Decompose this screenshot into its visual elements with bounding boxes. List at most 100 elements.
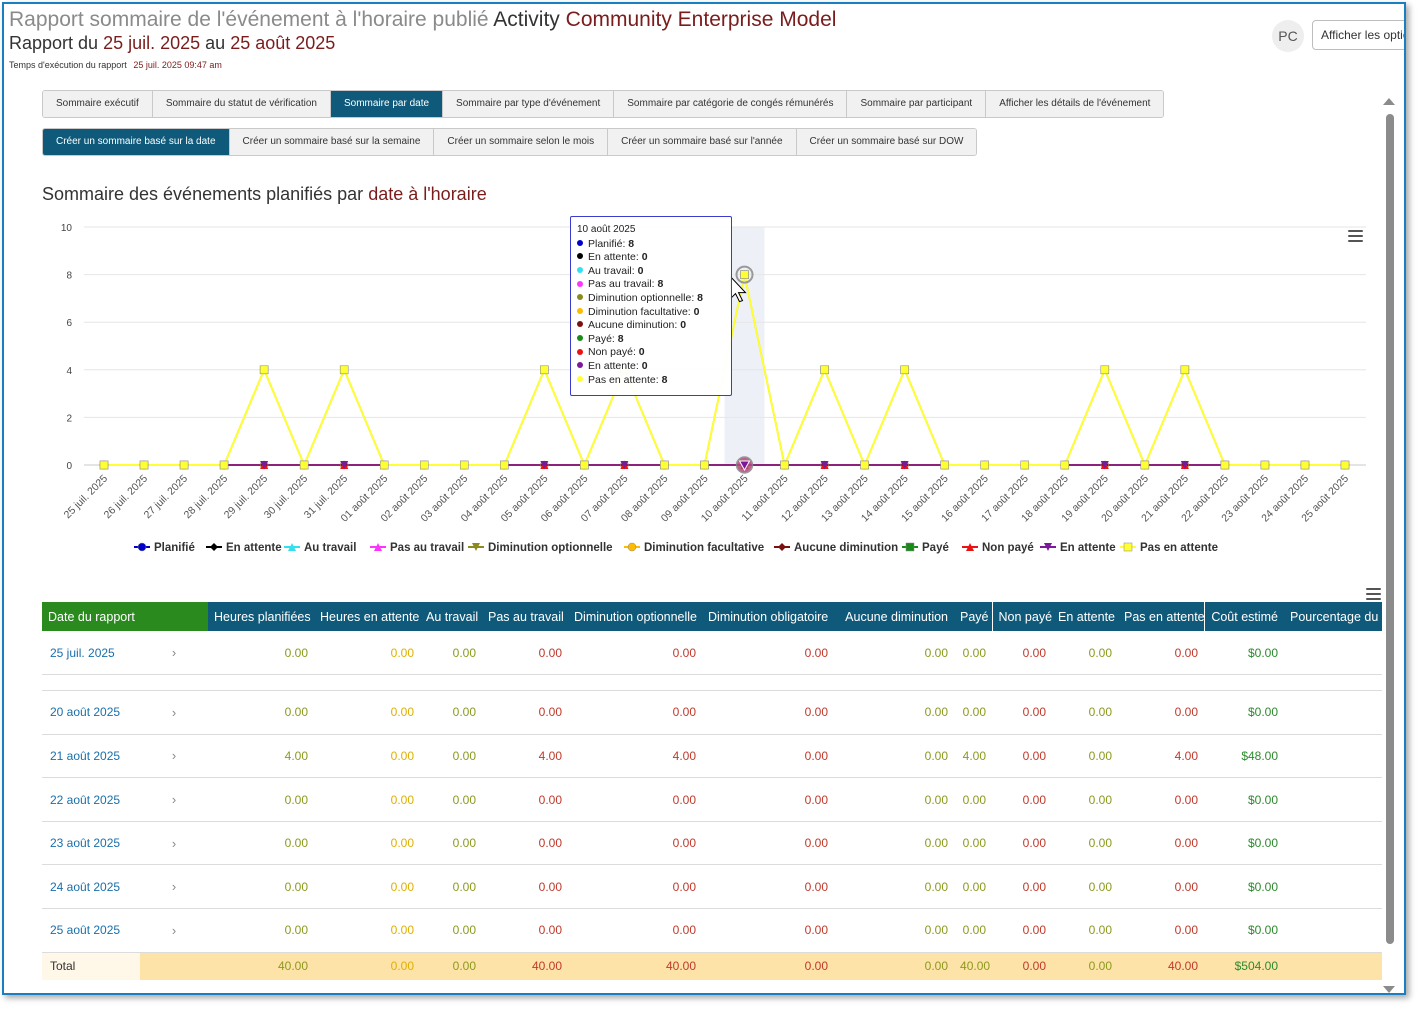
avatar[interactable]: PC [1272, 20, 1304, 52]
series-dot-icon [577, 267, 583, 273]
table-cell: 0.00 [314, 864, 421, 910]
total-cell: 40.00 [1118, 952, 1205, 981]
data-point [580, 460, 589, 470]
tooltip-row: En attente: 0 [577, 360, 725, 374]
tab-sub-4[interactable]: Créer un sommaire basé sur DOW [796, 129, 977, 155]
legend-label[interactable]: Pas en attente [1140, 542, 1218, 554]
y-tick-label: 8 [66, 271, 72, 282]
row-date-link[interactable]: 22 août 2025 [42, 777, 140, 822]
chevron-right-icon[interactable]: › [140, 777, 209, 822]
table-cell: 0.00 [208, 821, 315, 866]
tab-main-0[interactable]: Sommaire exécutif [43, 91, 153, 117]
scroll-up-icon[interactable] [1383, 98, 1395, 105]
tab-main-1[interactable]: Sommaire du statut de vérification [152, 91, 331, 117]
tab-sub-2[interactable]: Créer un sommaire selon le mois [434, 129, 609, 155]
chevron-right-icon[interactable]: › [140, 690, 209, 735]
table-menu-icon[interactable] [1366, 588, 1381, 600]
table-row[interactable]: 23 août 2025 › 0.00 0.00 0.00 0.00 0.00 0.00 0.0… [42, 821, 1383, 866]
legend-label[interactable]: Diminution optionnelle [488, 542, 613, 554]
tooltip-label: Diminution optionnelle: [588, 291, 695, 304]
data-point [820, 365, 829, 375]
column-header[interactable]: Non payé [991, 602, 1053, 631]
row-date-link[interactable]: 25 juil. 2025 [42, 631, 140, 676]
table-cell [1284, 734, 1383, 779]
chevron-right-icon[interactable]: › [140, 821, 209, 866]
tab-sub-0[interactable]: Créer un sommaire basé sur la date [43, 129, 230, 155]
table-row[interactable]: 25 août 2025 › 0.00 0.00 0.00 0.00 0.00 0.00 0.0… [42, 908, 1383, 953]
table-row[interactable]: 21 août 2025 › 4.00 0.00 0.00 4.00 4.00 0.00 0.0… [42, 734, 1383, 779]
table-cell: $0.00 [1204, 690, 1285, 735]
scroll-down-icon[interactable] [1383, 986, 1395, 993]
chevron-right-icon[interactable]: › [140, 864, 209, 910]
data-point [500, 460, 509, 470]
tooltip-label: Planifié: [588, 237, 626, 250]
table-cell: $0.00 [1204, 631, 1285, 676]
series-dot-icon [577, 280, 583, 287]
data-point [339, 365, 349, 375]
tab-main-4[interactable]: Sommaire par catégorie de congés rémunér… [614, 91, 848, 117]
row-date-link[interactable]: 21 août 2025 [42, 734, 140, 779]
legend-label[interactable]: Diminution facultative [644, 542, 764, 554]
column-header[interactable]: Diminution optionnelle [568, 602, 703, 631]
chart-title: Sommaire des événements planifiés par da… [42, 184, 487, 205]
column-header[interactable]: Pourcentage du no [1284, 602, 1383, 631]
legend-marker-icon [472, 543, 480, 551]
tab-main-5[interactable]: Sommaire par participant [847, 91, 987, 117]
column-header[interactable]: Payé [954, 602, 993, 631]
data-point [860, 460, 869, 470]
column-header[interactable]: Date du rapport [42, 602, 209, 631]
legend-label[interactable]: Planifié [154, 542, 195, 554]
table-cell: 0.00 [314, 690, 421, 735]
legend-label[interactable]: En attente [1060, 542, 1116, 554]
legend-label[interactable]: Pas au travail [390, 542, 464, 554]
table-row[interactable]: 22 août 2025 › 0.00 0.00 0.00 0.00 0.00 0.00 0.0… [42, 777, 1383, 822]
show-options-button[interactable]: Afficher les options [1312, 20, 1404, 50]
column-header[interactable]: Heures en attente [314, 602, 421, 631]
table-cell: 0.00 [834, 631, 955, 676]
scroll-thumb[interactable] [1386, 114, 1394, 944]
total-cell [1284, 952, 1383, 981]
chevron-right-icon[interactable]: › [140, 734, 209, 779]
row-date-link[interactable]: 25 août 2025 [42, 908, 140, 953]
legend-label[interactable]: Aucune diminution [794, 542, 898, 554]
column-header[interactable]: En attente [1052, 602, 1119, 631]
row-date-link[interactable]: 23 août 2025 [42, 821, 140, 866]
legend-label[interactable]: Non payé [982, 542, 1034, 554]
chart-menu-icon[interactable] [1348, 230, 1363, 242]
row-date-link[interactable]: 24 août 2025 [42, 864, 140, 910]
tab-main-6[interactable]: Afficher les détails de l'événement [986, 91, 1164, 117]
column-header[interactable]: Coût estimé [1203, 602, 1285, 631]
total-cell: 40.00 [568, 952, 703, 981]
table-row[interactable]: 24 août 2025 › 0.00 0.00 0.00 0.00 0.00 0.00 0.0… [42, 864, 1383, 910]
row-date-link[interactable]: 20 août 2025 [42, 690, 140, 735]
tab-main-3[interactable]: Sommaire par type d'événement [443, 91, 615, 117]
table-row[interactable]: 25 juil. 2025 › 0.00 0.00 0.00 0.00 0.00 0.00 0.… [42, 631, 1383, 676]
column-header[interactable]: Aucune diminution [834, 602, 955, 631]
legend-label[interactable]: Au travail [304, 542, 356, 554]
chevron-right-icon[interactable]: › [140, 631, 209, 676]
tooltip-row: Planifié: 8 [577, 238, 725, 252]
column-header[interactable]: Pas en attente [1118, 602, 1205, 631]
tab-sub-3[interactable]: Créer un sommaire basé sur l'année [608, 129, 797, 155]
data-point [700, 460, 709, 470]
column-header[interactable]: Heures planifiées [208, 602, 315, 631]
tab-main-2[interactable]: Sommaire par date [331, 91, 444, 117]
vertical-scrollbar[interactable] [1382, 96, 1396, 993]
table-cell: 0.00 [482, 631, 569, 676]
table-cell: 0.00 [314, 631, 421, 676]
column-header[interactable]: Pas au travail [482, 602, 569, 631]
legend-label[interactable]: En attente [226, 542, 282, 554]
table-row[interactable] [42, 674, 1383, 692]
column-header[interactable]: Au travail [420, 602, 483, 631]
legend-label[interactable]: Payé [922, 542, 949, 554]
data-point [900, 461, 909, 469]
chevron-right-icon[interactable]: › [140, 908, 209, 953]
tab-sub-1[interactable]: Créer un sommaire basé sur la semaine [229, 129, 435, 155]
empty-row-cell [42, 674, 1383, 692]
column-header[interactable]: Diminution obligatoire [702, 602, 835, 631]
table-row[interactable]: 20 août 2025 › 0.00 0.00 0.00 0.00 0.00 0.00 0.0… [42, 690, 1383, 735]
data-point [1100, 365, 1110, 375]
y-tick-label: 10 [61, 223, 73, 234]
y-tick-label: 6 [66, 318, 72, 329]
table-cell: 0.00 [482, 690, 569, 735]
